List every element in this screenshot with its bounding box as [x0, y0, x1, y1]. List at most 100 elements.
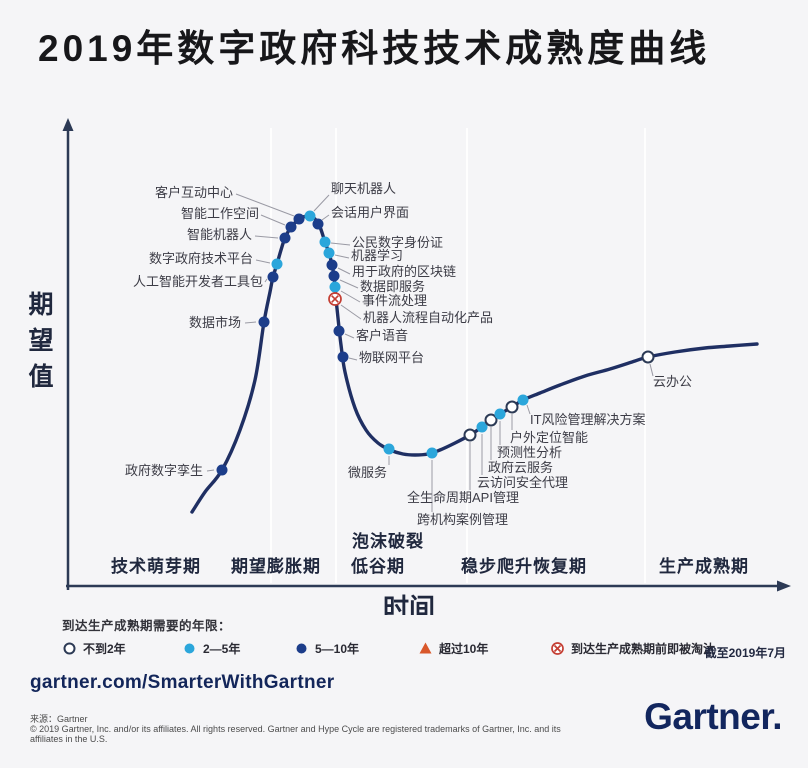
marker-2-5yr [426, 447, 438, 459]
tech-label: 云访问安全代理 [477, 475, 568, 490]
leader-line [348, 357, 358, 361]
gartner-logo: Gartner. [644, 696, 782, 737]
legend-item-label: 不到2年 [83, 642, 126, 656]
marker-over-10yr-icon [419, 642, 432, 654]
marker-2-5yr [383, 443, 395, 455]
marker-2-5yr [329, 281, 341, 293]
tech-markers [216, 210, 655, 476]
tech-label: 数据即服务 [360, 279, 425, 294]
tech-label: 会话用户界面 [331, 205, 409, 220]
legend-marker-y2_5-icon [184, 643, 195, 654]
legend-as-of-date: 截至2019年7月 [704, 646, 786, 660]
marker-5-10yr [296, 643, 307, 654]
leader-line [526, 404, 531, 415]
y-axis-arrow-icon [62, 118, 74, 131]
legend-marker-lt2-icon [63, 642, 76, 655]
marker-obsolete-x [331, 295, 339, 303]
legend-item-label: 5—10年 [315, 642, 360, 656]
tech-label: 物联网平台 [359, 350, 424, 365]
legend-header: 到达生产成熟期需要的年限： [62, 619, 232, 633]
tech-label: 户外定位智能 [510, 430, 588, 445]
marker-2-5yr [476, 421, 488, 433]
tech-label: 智能机器人 [187, 227, 252, 242]
marker-5-10yr [326, 259, 338, 271]
tech-label: 人工智能开发者工具包 [133, 274, 263, 289]
tech-label: 聊天机器人 [331, 181, 396, 196]
tech-label: IT风险管理解决方案 [530, 412, 646, 427]
legend-marker-gt10-icon [419, 642, 432, 654]
tech-label: 机器人流程自动化产品 [363, 310, 493, 325]
leader-line [340, 290, 361, 303]
tech-label: 预测性分析 [497, 445, 562, 460]
leader-line [334, 254, 350, 259]
marker-5-10yr [328, 270, 340, 282]
legend-item: 不到2年 [62, 640, 126, 657]
y-axis-title-char: 期 [28, 291, 53, 319]
marker-2-5yr [319, 236, 331, 248]
tech-label: 跨机构案例管理 [417, 512, 508, 527]
tech-label: 事件流处理 [362, 293, 427, 308]
source-line: 来源：Gartner [30, 714, 88, 724]
legend-item: 超过10年 [418, 640, 488, 657]
marker-2-5yr [184, 643, 195, 654]
phase-label: 泡沫破裂 [352, 531, 424, 551]
tech-label: 客户语音 [356, 328, 408, 343]
marker-2-5yr [304, 210, 316, 222]
x-axis-title: 时间 [383, 593, 435, 615]
leader-line [206, 469, 215, 472]
marker-2-5yr [271, 258, 283, 270]
tech-labels: 政府数字孪生数据市场人工智能开发者工具包数字政府技术平台智能机器人智能工作空间客… [125, 181, 692, 527]
tech-label: 政府数字孪生 [125, 463, 203, 478]
leader-lines [206, 193, 654, 512]
marker-2-5yr [517, 394, 529, 406]
tech-label: 客户互动中心 [155, 185, 233, 200]
tech-label: 全生命周期API管理 [407, 490, 519, 505]
marker-obsolete-x [553, 644, 562, 653]
tech-label: 云办公 [653, 374, 692, 389]
axis-titles: 时间 期望值 [28, 291, 435, 615]
marker-5-10yr [285, 221, 297, 233]
tech-label: 智能工作空间 [181, 206, 259, 221]
phase-label: 技术萌芽期 [111, 556, 201, 576]
hype-cycle-chart: 政府数字孪生数据市场人工智能开发者工具包数字政府技术平台智能机器人智能工作空间客… [28, 118, 791, 615]
legend-item-label: 2—5年 [203, 642, 241, 656]
leader-line [254, 235, 279, 239]
legend: 不到2年 2—5年 5—10年 超过10年 到达生产成熟期前即被淘汰 [0, 640, 808, 660]
tech-label: 数据市场 [189, 315, 241, 330]
leader-line [344, 333, 355, 339]
marker-under-2yr [63, 642, 76, 655]
phase-label: 低谷期 [350, 556, 405, 576]
leader-line [321, 214, 330, 221]
marker-5-10yr [216, 464, 228, 476]
marker-5-10yr [279, 232, 291, 244]
legend-marker-obsolete-icon [551, 642, 564, 655]
gartner-url: gartner.com/SmarterWithGartner [30, 672, 335, 693]
marker-under-2yr [505, 400, 519, 414]
y-axis-title-char: 望 [28, 327, 53, 355]
leader-line [260, 214, 286, 226]
legend-marker-y5_10-icon [296, 643, 307, 654]
marker-under-2yr [463, 428, 477, 442]
legend-item-label: 到达生产成熟期前即被淘汰 [571, 642, 716, 656]
leader-line [313, 194, 330, 212]
tech-label: 机器学习 [351, 248, 403, 263]
marker-5-10yr [293, 213, 305, 225]
leader-line [264, 278, 268, 283]
tech-label: 微服务 [348, 465, 387, 480]
marker-5-10yr [267, 271, 279, 283]
legend-item: 到达生产成熟期前即被淘汰 [550, 640, 715, 657]
leader-line [255, 259, 271, 264]
copyright-line: © 2019 Gartner, Inc. and/or its affiliat… [30, 724, 561, 744]
leader-line [337, 267, 351, 275]
tech-label: 公民数字身份证 [352, 235, 443, 250]
marker-under-2yr [484, 413, 498, 427]
marker-2-5yr [494, 408, 506, 420]
legend-item-label: 超过10年 [439, 642, 489, 656]
legend-item: 2—5年 [182, 640, 240, 657]
axes [62, 118, 791, 592]
phase-label: 期望膨胀期 [231, 556, 321, 576]
y-axis-title: 期望值 [28, 291, 53, 391]
phase-label: 生产成熟期 [659, 556, 749, 576]
marker-5-10yr [312, 218, 324, 230]
